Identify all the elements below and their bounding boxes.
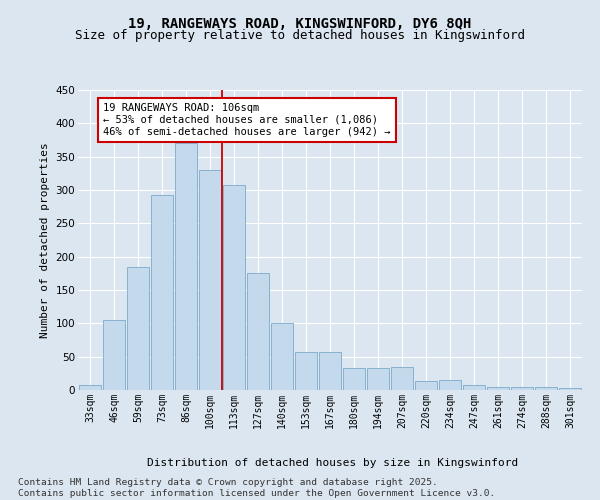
Bar (463, 386, 485, 390)
Bar (415, 382, 437, 390)
Text: 19 RANGEWAYS ROAD: 106sqm
← 53% of detached houses are smaller (1,086)
46% of se: 19 RANGEWAYS ROAD: 106sqm ← 53% of detac… (103, 104, 391, 136)
Text: 19, RANGEWAYS ROAD, KINGSWINFORD, DY6 8QH: 19, RANGEWAYS ROAD, KINGSWINFORD, DY6 8Q… (128, 18, 472, 32)
Bar (295, 352, 317, 390)
Text: Size of property relative to detached houses in Kingswinford: Size of property relative to detached ho… (75, 29, 525, 42)
Bar (487, 386, 509, 390)
Bar (343, 368, 365, 390)
Bar (175, 144, 197, 390)
Bar (127, 266, 149, 390)
Bar (319, 352, 341, 390)
Text: Contains HM Land Registry data © Crown copyright and database right 2025.
Contai: Contains HM Land Registry data © Crown c… (18, 478, 495, 498)
Text: Distribution of detached houses by size in Kingswinford: Distribution of detached houses by size … (148, 458, 518, 468)
Bar (535, 388, 557, 390)
Bar (103, 320, 125, 390)
Y-axis label: Number of detached properties: Number of detached properties (40, 142, 50, 338)
Bar (247, 274, 269, 390)
Bar (511, 386, 533, 390)
Bar (367, 368, 389, 390)
Bar (271, 324, 293, 390)
Bar (559, 388, 581, 390)
Bar (223, 184, 245, 390)
Bar (151, 194, 173, 390)
Bar (391, 368, 413, 390)
Bar (79, 386, 101, 390)
Bar (439, 380, 461, 390)
Bar (199, 170, 221, 390)
